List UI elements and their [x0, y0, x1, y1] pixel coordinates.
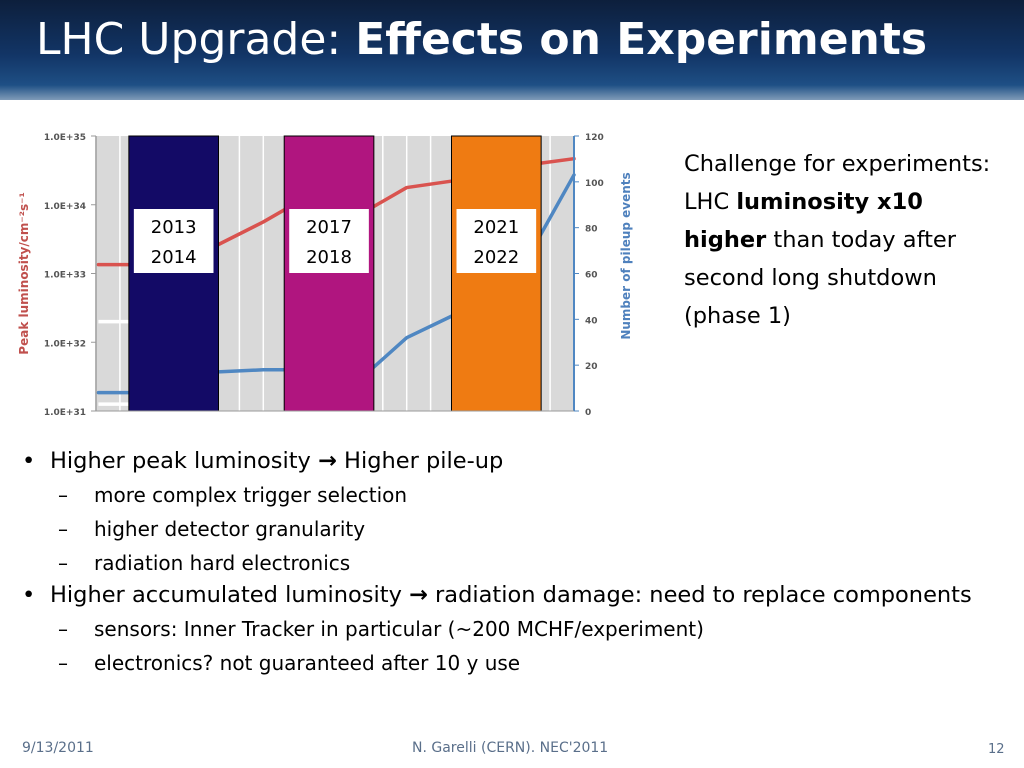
sub-bullet-item: – higher detector granularity: [20, 512, 1010, 546]
arrow-icon: →: [409, 582, 428, 608]
left-tick-label: 1.0E+35: [44, 133, 86, 143]
band-year-label: 2018: [306, 247, 352, 268]
shutdown-band-2: [451, 135, 542, 412]
right-tick-label: 80: [585, 225, 598, 235]
bullet-text: Higher peak luminosity: [50, 448, 319, 474]
right-tick-label: 0: [585, 408, 591, 418]
sub-bullet-text: more complex trigger selection: [94, 483, 408, 507]
sub-bullet-text: electronics? not guaranteed after 10 y u…: [94, 651, 521, 675]
right-tick-label: 40: [585, 316, 598, 326]
band-year-label: 2017: [306, 217, 352, 238]
bullet-dot: •: [22, 448, 36, 474]
band-year-label: 2022: [473, 247, 519, 268]
bullet-text: Higher accumulated luminosity: [50, 582, 410, 608]
right-tick-label: 100: [585, 179, 604, 189]
page-number: 12: [988, 742, 1005, 757]
title-normal-text: LHC Upgrade:: [36, 14, 356, 65]
slide-title: LHC Upgrade: Effects on Experiments: [36, 14, 927, 65]
bullet-item: • Higher peak luminosity → Higher pile-u…: [20, 446, 1010, 476]
right-tick-label: 120: [585, 133, 604, 143]
sub-bullet-text: sensors: Inner Tracker in particular (~2…: [94, 617, 704, 641]
left-axis-title: Peak luminosity/cm⁻²s⁻¹: [17, 192, 31, 354]
bullet-text: Higher pile-up: [336, 448, 504, 474]
left-tick-label: 1.0E+34: [44, 202, 86, 212]
right-tick-label: 20: [585, 362, 598, 372]
band-year-label: 2014: [151, 247, 197, 268]
sub-bullet-item: – electronics? not guaranteed after 10 y …: [20, 646, 1010, 680]
band-year-label: 2013: [151, 217, 197, 238]
arrow-icon: →: [318, 448, 337, 474]
shutdown-band-1: [283, 135, 375, 412]
challenge-text: Challenge for experiments: LHC luminosit…: [684, 145, 994, 335]
band-label-box: [456, 209, 537, 273]
dash-icon: –: [58, 483, 68, 507]
sub-bullet-item: – radiation hard electronics: [20, 546, 1010, 580]
dash-icon: –: [58, 651, 68, 675]
left-tick-label: 1.0E+33: [44, 271, 86, 281]
sub-bullet-item: – sensors: Inner Tracker in particular (~…: [20, 612, 1010, 646]
bullet-item: • Higher accumulated luminosity → radiat…: [20, 580, 1010, 610]
left-tick-label: 1.0E+32: [44, 339, 86, 349]
challenge-bold: luminosity x10 higher: [684, 189, 923, 253]
bullet-list: • Higher peak luminosity → Higher pile-u…: [20, 446, 1010, 680]
footer-date: 9/13/2011: [22, 740, 94, 756]
sub-bullet-text: higher detector granularity: [94, 517, 366, 541]
band-year-label: 2021: [473, 217, 519, 238]
right-axis-title: Number of pileup events: [619, 172, 633, 339]
footer-author: N. Garelli (CERN). NEC'2011: [412, 740, 609, 756]
title-bar: LHC Upgrade: Effects on Experiments: [0, 0, 1024, 100]
right-tick-label: 60: [585, 271, 598, 281]
dash-icon: –: [58, 551, 68, 575]
sub-bullet-text: radiation hard electronics: [94, 551, 351, 575]
sub-bullet-item: – more complex trigger selection: [20, 478, 1010, 512]
challenge-line1: Challenge for experiments: LHC: [684, 151, 991, 215]
challenge-line2: than today after second long shutdown (p…: [684, 227, 957, 329]
luminosity-pileup-chart: 2013 2014 2017 2018 2021 2022 1.0E+31 1.0E+32 1.…: [17, 133, 633, 418]
dash-icon: –: [58, 517, 68, 541]
bullet-text: radiation damage: need to replace compon…: [427, 582, 972, 608]
shutdown-band-0: [128, 135, 220, 412]
dash-icon: –: [58, 617, 68, 641]
band-label-box: [289, 209, 369, 273]
bullet-dot: •: [22, 582, 36, 608]
title-bold-text: Effects on Experiments: [355, 14, 928, 65]
band-label-box: [133, 209, 214, 273]
left-tick-label: 1.0E+31: [44, 408, 86, 418]
